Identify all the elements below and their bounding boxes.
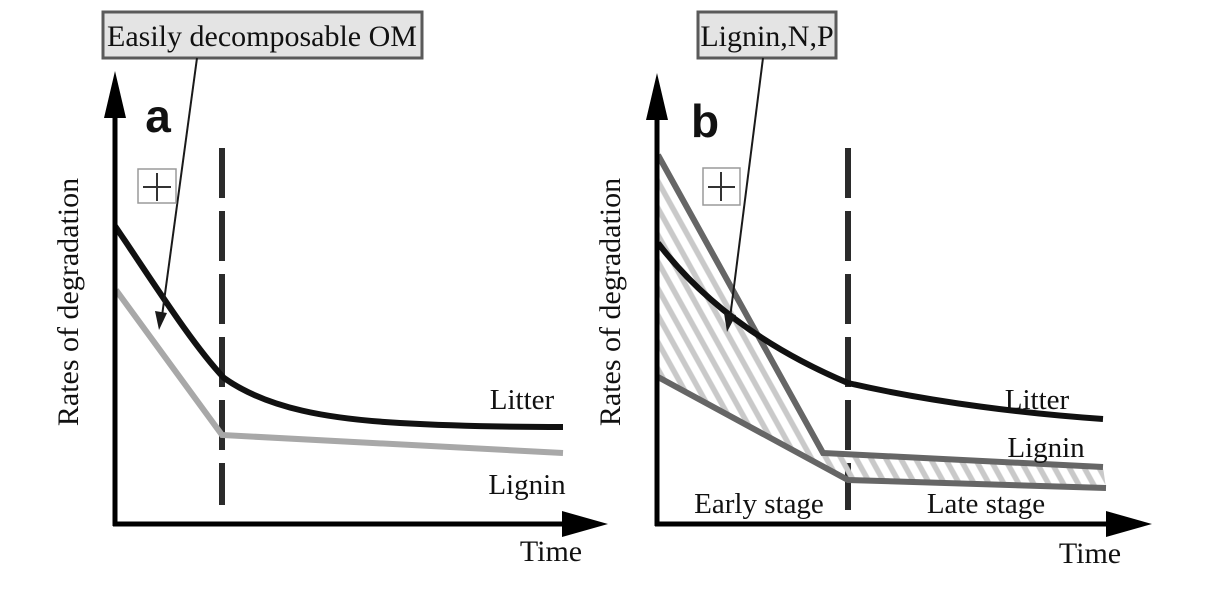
- x-axis-label: Time: [1059, 537, 1121, 570]
- y-axis-label: Rates of degradation: [594, 178, 627, 426]
- litter-curve: [655, 241, 1104, 422]
- lignin-curve-label: Lignin: [488, 469, 566, 501]
- panel-a: Easily decomposable OM a Rates of degrad…: [52, 10, 608, 568]
- litter-curve-label: Litter: [490, 384, 555, 416]
- lignin-range-hatched-area: [658, 155, 1106, 488]
- callout-label: Easily decomposable OM: [107, 20, 417, 53]
- x-axis-arrowhead-icon: [1106, 511, 1152, 537]
- callout-box: [101, 10, 424, 60]
- plus-crosshair-icon: [702, 167, 741, 206]
- early-stage-label: Early stage: [694, 488, 824, 520]
- x-axis-arrowhead-icon: [562, 511, 608, 537]
- lignin-upper-bound-curve: [655, 153, 1104, 470]
- y-axis-arrowhead-icon: [104, 71, 126, 118]
- axes: [104, 71, 608, 537]
- panel-letter: b: [691, 95, 719, 147]
- y-axis-label: Rates of degradation: [52, 178, 85, 426]
- callout-arrowhead-icon: [724, 313, 736, 332]
- callout-leader-line: [729, 57, 764, 319]
- late-stage-label: Late stage: [927, 488, 1045, 520]
- callout: Lignin,N,P: [696, 10, 838, 332]
- litter-curve-label: Litter: [1005, 384, 1070, 416]
- lignin-curve-label: Lignin: [1007, 432, 1085, 464]
- panel-b: Lignin,N,P b Rates of degradation Litter…: [594, 10, 1152, 570]
- callout-label: Lignin,N,P: [700, 20, 833, 53]
- callout: Easily decomposable OM: [101, 10, 424, 330]
- callout-arrowhead-icon: [155, 311, 167, 330]
- lignin-curve: [113, 288, 564, 456]
- plus-crosshair-icon: [137, 168, 177, 204]
- callout-leader-line: [161, 57, 198, 317]
- x-axis-label: Time: [520, 535, 582, 568]
- litter-curve: [112, 224, 564, 430]
- panel-letter: a: [145, 90, 171, 142]
- callout-box: [696, 10, 838, 60]
- axes: [646, 73, 1152, 537]
- y-axis-arrowhead-icon: [646, 73, 668, 120]
- lignin-lower-bound-curve: [656, 374, 1107, 491]
